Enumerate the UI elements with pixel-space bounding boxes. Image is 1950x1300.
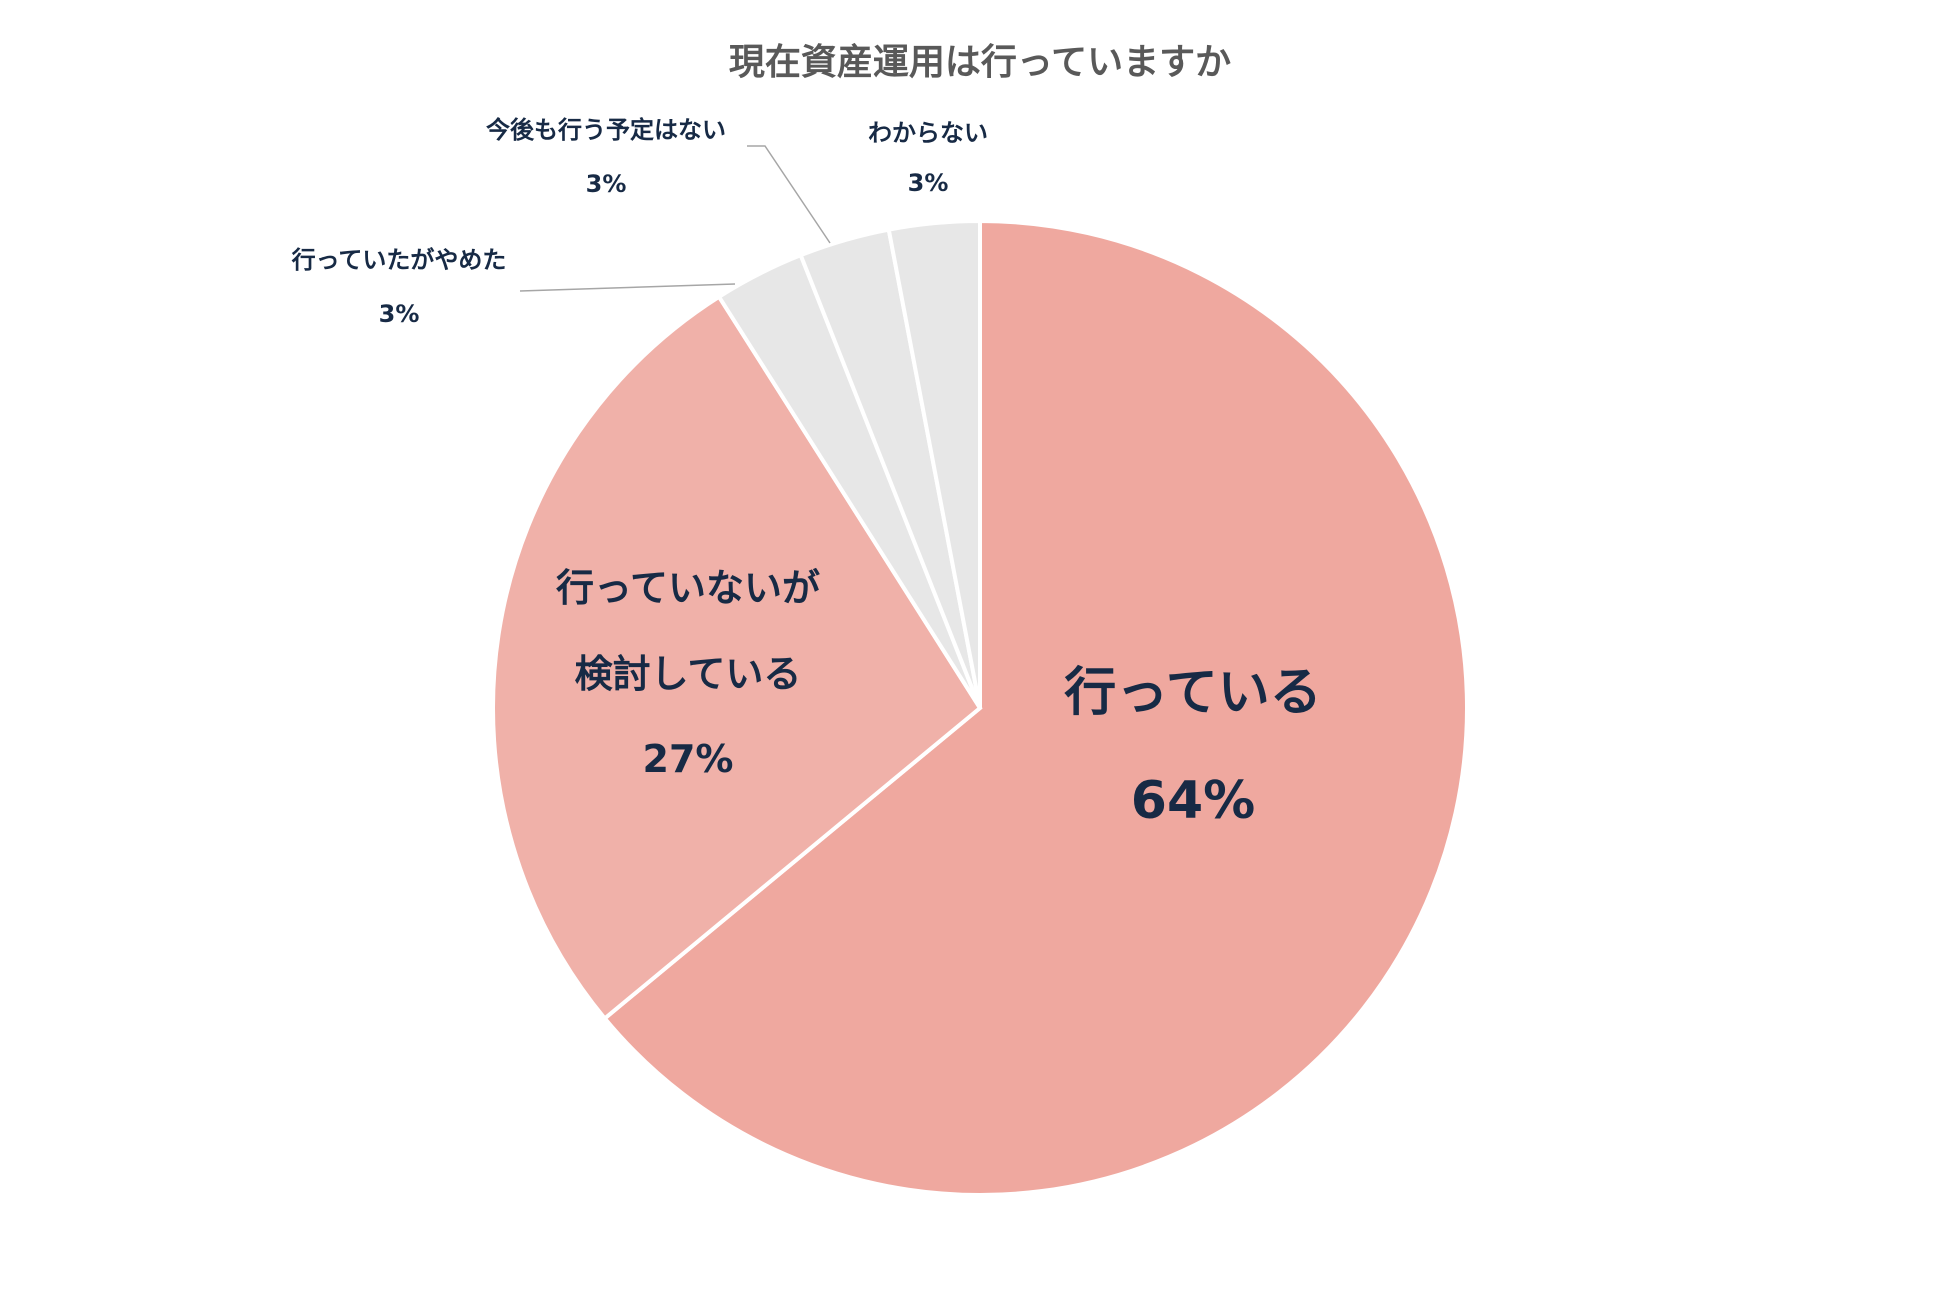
slice-value-label: 3% (379, 300, 420, 328)
slice-labels: 行っている64%行っていないが検討している27%行っていたがやめた3%今後も行う… (291, 116, 1322, 831)
pie-slice (886, 218, 982, 709)
slice-label: 行っていたがやめた 3% (291, 246, 507, 328)
slice-label: わからない 3% (868, 119, 988, 197)
chart-title: 現在資産運用は行っていますか (729, 42, 1231, 83)
pie-slices (491, 218, 1469, 1197)
leader-line (519, 283, 736, 292)
leader-line (747, 145, 831, 244)
slice-category-label: 行っている (1064, 663, 1321, 723)
pie-slice (491, 294, 983, 1022)
slice-category-label: 行っていたがやめた (291, 246, 507, 274)
slice-label: 今後も行う予定はない 3% (486, 116, 726, 198)
slice-category-label: 検討している (575, 652, 802, 696)
pie-slice (601, 218, 1469, 1197)
slice-label: 行っている 64% (1064, 663, 1321, 831)
slice-value-label: 27% (643, 737, 734, 781)
slice-category-label: 今後も行う予定はない (486, 116, 726, 144)
leader-lines (519, 145, 831, 292)
slice-value-label: 3% (586, 170, 627, 198)
slice-category-label: 行っていないが (556, 566, 820, 610)
slice-category-label: わからない (868, 119, 988, 147)
slice-value-label: 3% (908, 169, 949, 197)
slice-value-label: 64% (1131, 771, 1255, 831)
